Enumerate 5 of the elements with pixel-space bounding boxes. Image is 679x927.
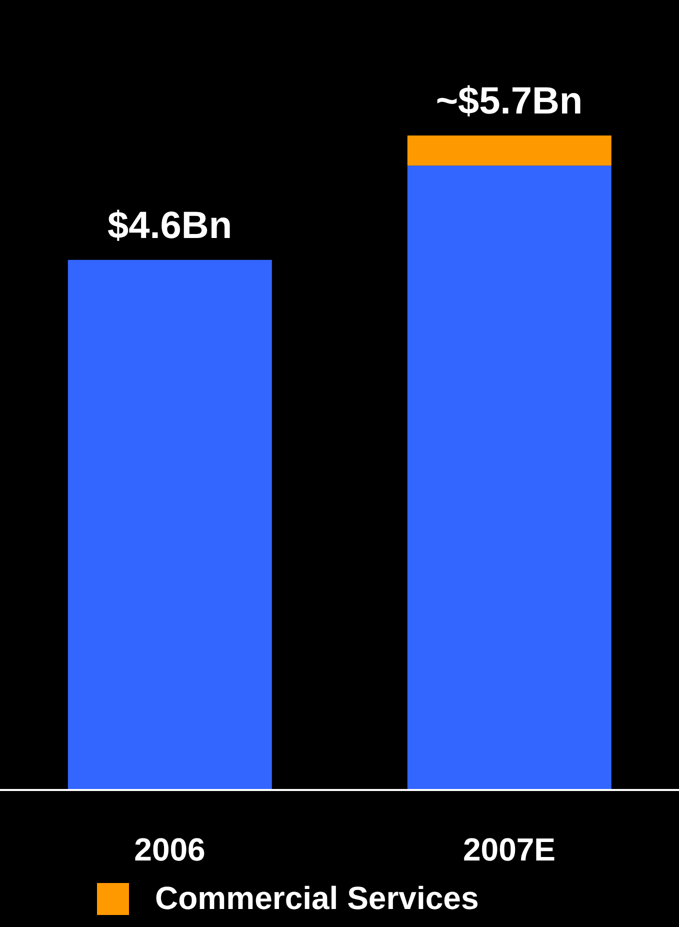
legend-label: Commercial Services — [155, 880, 479, 917]
x-tick-label: 2007E — [462, 832, 556, 868]
annotation: ~$5.7Bn — [436, 80, 583, 122]
x-tick-label: 2006 — [134, 832, 206, 868]
annotation: $4.6Bn — [107, 204, 232, 247]
